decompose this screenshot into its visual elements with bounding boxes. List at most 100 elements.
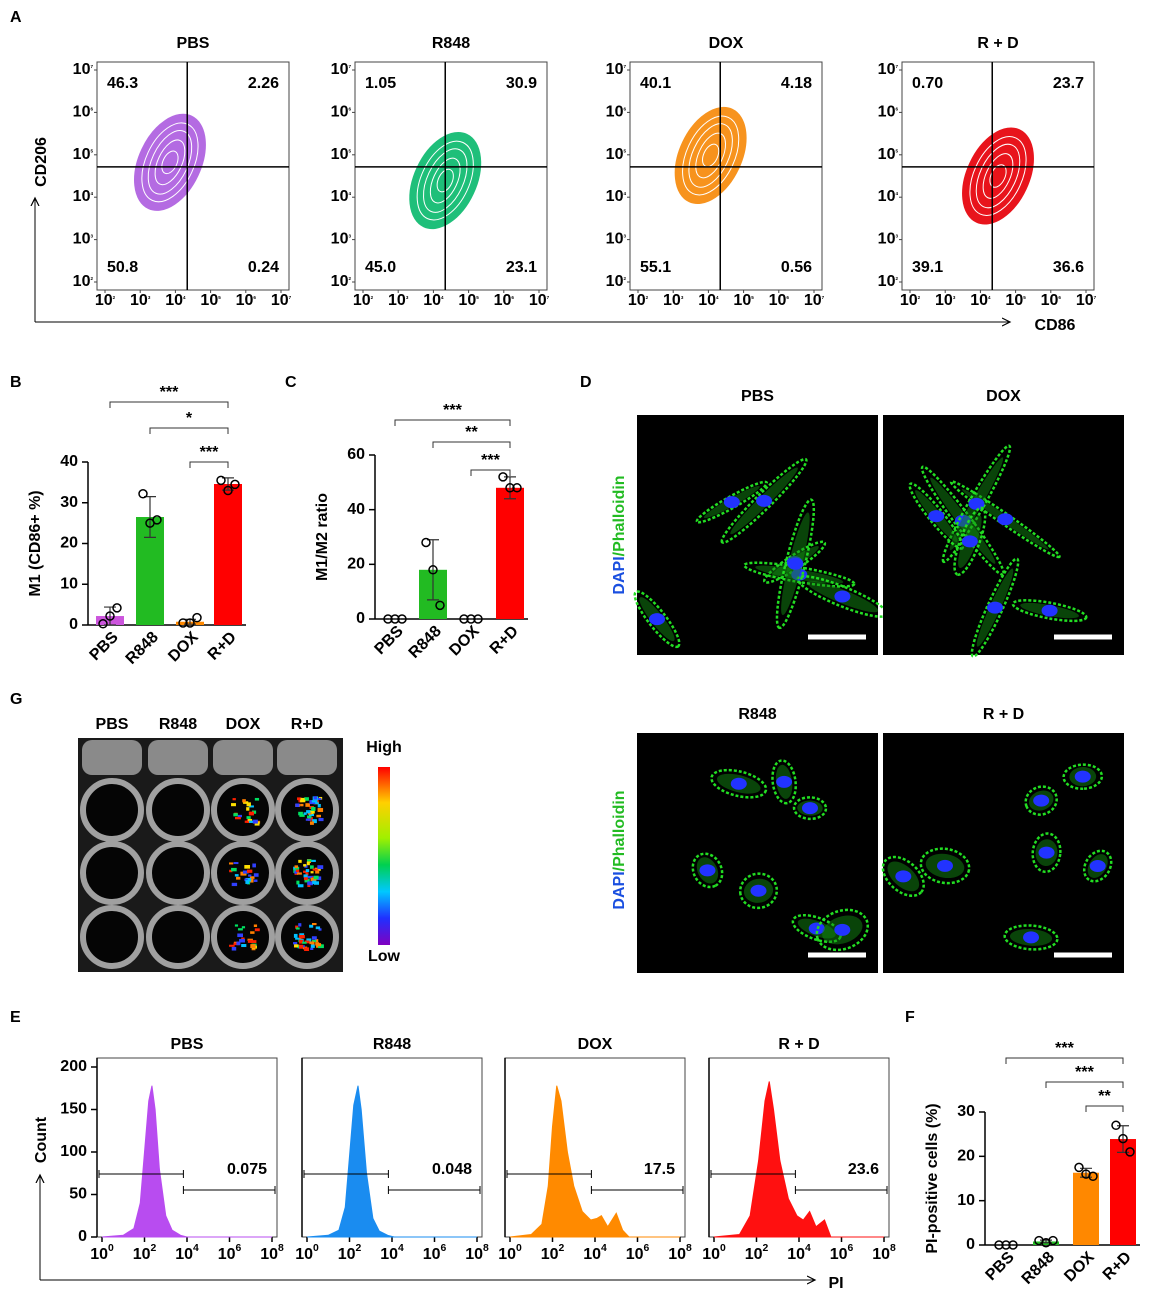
image-title: PBS [741,388,774,405]
data-point [1074,1162,1084,1173]
signal-spot [316,814,322,818]
tick-exponent: 6 [848,1243,854,1254]
signal-spot [313,800,319,805]
tick-label: 102 [331,273,352,290]
tick-label: 100 [702,1243,726,1264]
tick-base: 10 [628,292,646,309]
tick-base: 10 [236,292,254,309]
tick-label: 100 [295,1243,319,1264]
tick-label: 106 [626,1243,650,1264]
plot-title: R + D [778,1036,819,1053]
tick-base: 10 [878,273,896,290]
significance-bracket [109,401,229,408]
signal-spot [314,939,319,943]
gate [506,1170,592,1178]
tick-exponent: 3 [623,234,626,239]
plot-title: R848 [432,35,470,52]
density-contour [688,123,733,188]
stain-phalloidin: /Phalloidin [611,475,628,556]
x-tick-label: DOX [165,629,202,666]
tick-label: 103 [663,292,684,309]
signal-spot [309,924,314,928]
stain-phalloidin: /Phalloidin [611,790,628,871]
signal-spot [229,944,235,947]
signal-spot [253,924,258,927]
cell-body [1024,785,1058,816]
signal-spot [299,944,304,949]
panel-letter: G [10,691,22,708]
tick-base: 10 [583,1246,601,1263]
tick-label: 103 [73,231,94,248]
tick-label: 108 [872,1243,896,1264]
tick-label: 104 [787,1243,811,1264]
panel-letter: D [580,374,592,391]
cell-body [881,855,925,897]
y-tick-label: 20 [957,1148,975,1165]
histogram-area [306,1085,477,1238]
tick-exponent: 6 [253,295,256,300]
tick-base: 10 [165,292,183,309]
nucleus [987,601,1004,614]
significance-bracket [394,419,511,426]
tick-label: 105 [73,146,94,163]
data-point [466,614,476,624]
nucleus [730,777,747,790]
signal-spot [229,862,234,865]
signal-spot [241,937,245,941]
tick-exponent: 5 [348,149,351,154]
nucleus [834,590,851,603]
well [80,778,144,842]
x-tick-label: R848 [1019,1249,1058,1288]
tick-base: 10 [529,292,547,309]
tick-label: 100 [498,1243,522,1264]
tick-label: 106 [331,104,352,121]
colorbar [378,767,390,945]
tick-label: 107 [1076,292,1097,309]
tick-base: 10 [271,292,289,309]
signal-spot [253,879,258,882]
data-point [1118,1133,1128,1144]
data-point [98,619,108,629]
tick-exponent: 6 [511,295,514,300]
tick-base: 10 [698,292,716,309]
quadrant-value: 2.26 [248,75,279,92]
signal-spot [250,940,257,944]
signal-spot [304,797,309,801]
signal-spot [295,927,300,930]
tick-base: 10 [606,104,624,121]
signal-spot [298,811,303,816]
gate [590,1186,684,1194]
tick-exponent: 2 [113,295,116,300]
tick-base: 10 [787,1246,805,1263]
histogram-area [509,1085,680,1238]
gate [387,1186,481,1194]
tick-exponent: 7 [289,295,292,300]
signal-spot [310,947,314,951]
tick-label: 104 [331,188,352,205]
nucleus [1033,794,1050,807]
signal-spot [309,941,315,945]
signal-spot [304,940,310,944]
tick-exponent: 5 [1023,295,1026,300]
signal-spot [303,874,308,878]
data-point [112,603,122,613]
cell-body [1062,763,1104,790]
tick-exponent: 6 [644,1243,650,1254]
tick-label: 103 [935,292,956,309]
y-tick-label: 0 [69,616,78,633]
signal-spot [246,807,250,811]
tick-label: 106 [236,292,257,309]
plot-frame [708,1057,890,1238]
signal-spot [294,870,300,874]
nucleus [1074,770,1091,783]
panel-letter: F [905,1009,915,1026]
tick-base: 10 [331,273,349,290]
signal-spot [310,871,314,874]
quadrant-value: 0.70 [912,75,943,92]
nucleus [699,864,716,877]
tick-base: 10 [606,188,624,205]
cell-body [710,768,768,799]
tick-base: 10 [498,1246,516,1263]
tick-exponent: 5 [895,149,898,154]
